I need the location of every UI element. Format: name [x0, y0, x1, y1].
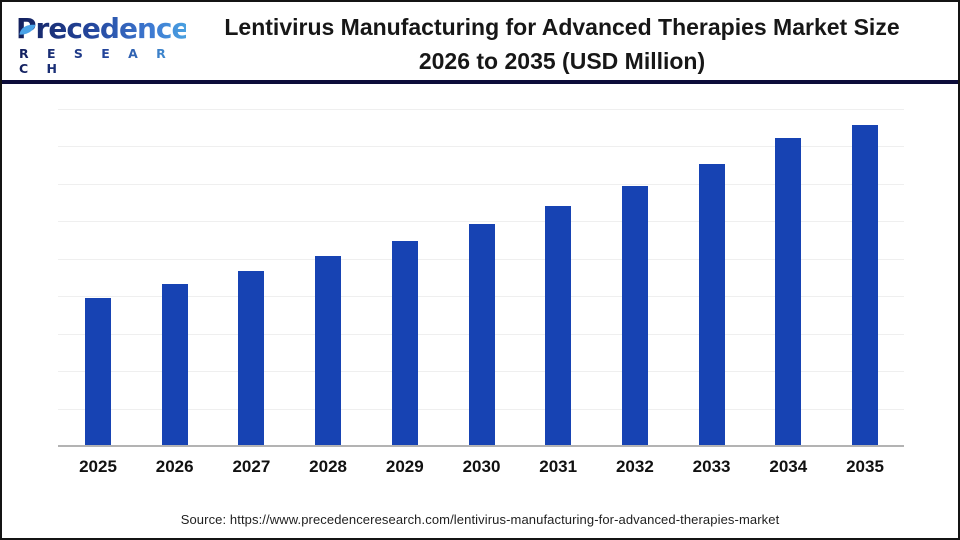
x-axis-label: 2025	[79, 457, 117, 476]
bar-2031	[545, 206, 572, 445]
logo-leaf-icon	[19, 24, 36, 35]
x-axis-label: 2032	[615, 457, 654, 476]
bar-2033	[698, 164, 725, 445]
bar-2026	[161, 284, 188, 445]
header: Precedence R E S E A R C H Lentivirus Ma…	[2, 2, 958, 80]
x-axis-label: 2028	[309, 457, 347, 476]
x-axis-label: 2030	[462, 457, 501, 476]
header-divider	[2, 80, 958, 84]
chart-title-line2: 2026 to 2035 (USD Million)	[418, 48, 706, 74]
x-axis-label: 2029	[385, 457, 424, 476]
bar-2032	[621, 186, 648, 445]
bar-2028	[315, 256, 342, 445]
chart-title: Lentivirus Manufacturing for Advanced Th…	[174, 10, 950, 78]
x-axis-line	[58, 445, 904, 447]
precedence-research-logo: Precedence R E S E A R C H	[16, 12, 190, 77]
logo-subtitle: R E S E A R C H	[16, 46, 186, 76]
source-citation: Source: https://www.precedenceresearch.c…	[180, 512, 780, 527]
bar-2030	[468, 224, 495, 445]
bar-2025	[85, 298, 111, 445]
bar-2029	[391, 241, 418, 445]
x-axis-label: 2027	[232, 457, 271, 476]
x-axis-label: 2035	[846, 457, 884, 476]
gridline	[58, 221, 904, 223]
gridline	[58, 109, 904, 110]
bar-2035	[852, 125, 878, 445]
gridline	[58, 183, 904, 185]
x-axis-label: 2026	[155, 457, 194, 476]
x-axis-label: 2031	[539, 457, 578, 476]
plot-area	[58, 109, 904, 447]
x-axis: 2025 2026 2027 2028 2029 2030 2031 2032 2033 2034…	[58, 457, 904, 481]
x-axis-label: 2034	[769, 457, 808, 476]
bar-2034	[775, 138, 802, 445]
gridline	[58, 146, 904, 148]
bar-2027	[238, 271, 265, 445]
logo-wordmark: Precedence	[16, 12, 190, 45]
x-axis-label: 2033	[692, 457, 731, 476]
chart-title-line1: Lentivirus Manufacturing for Advanced Th…	[224, 14, 900, 40]
